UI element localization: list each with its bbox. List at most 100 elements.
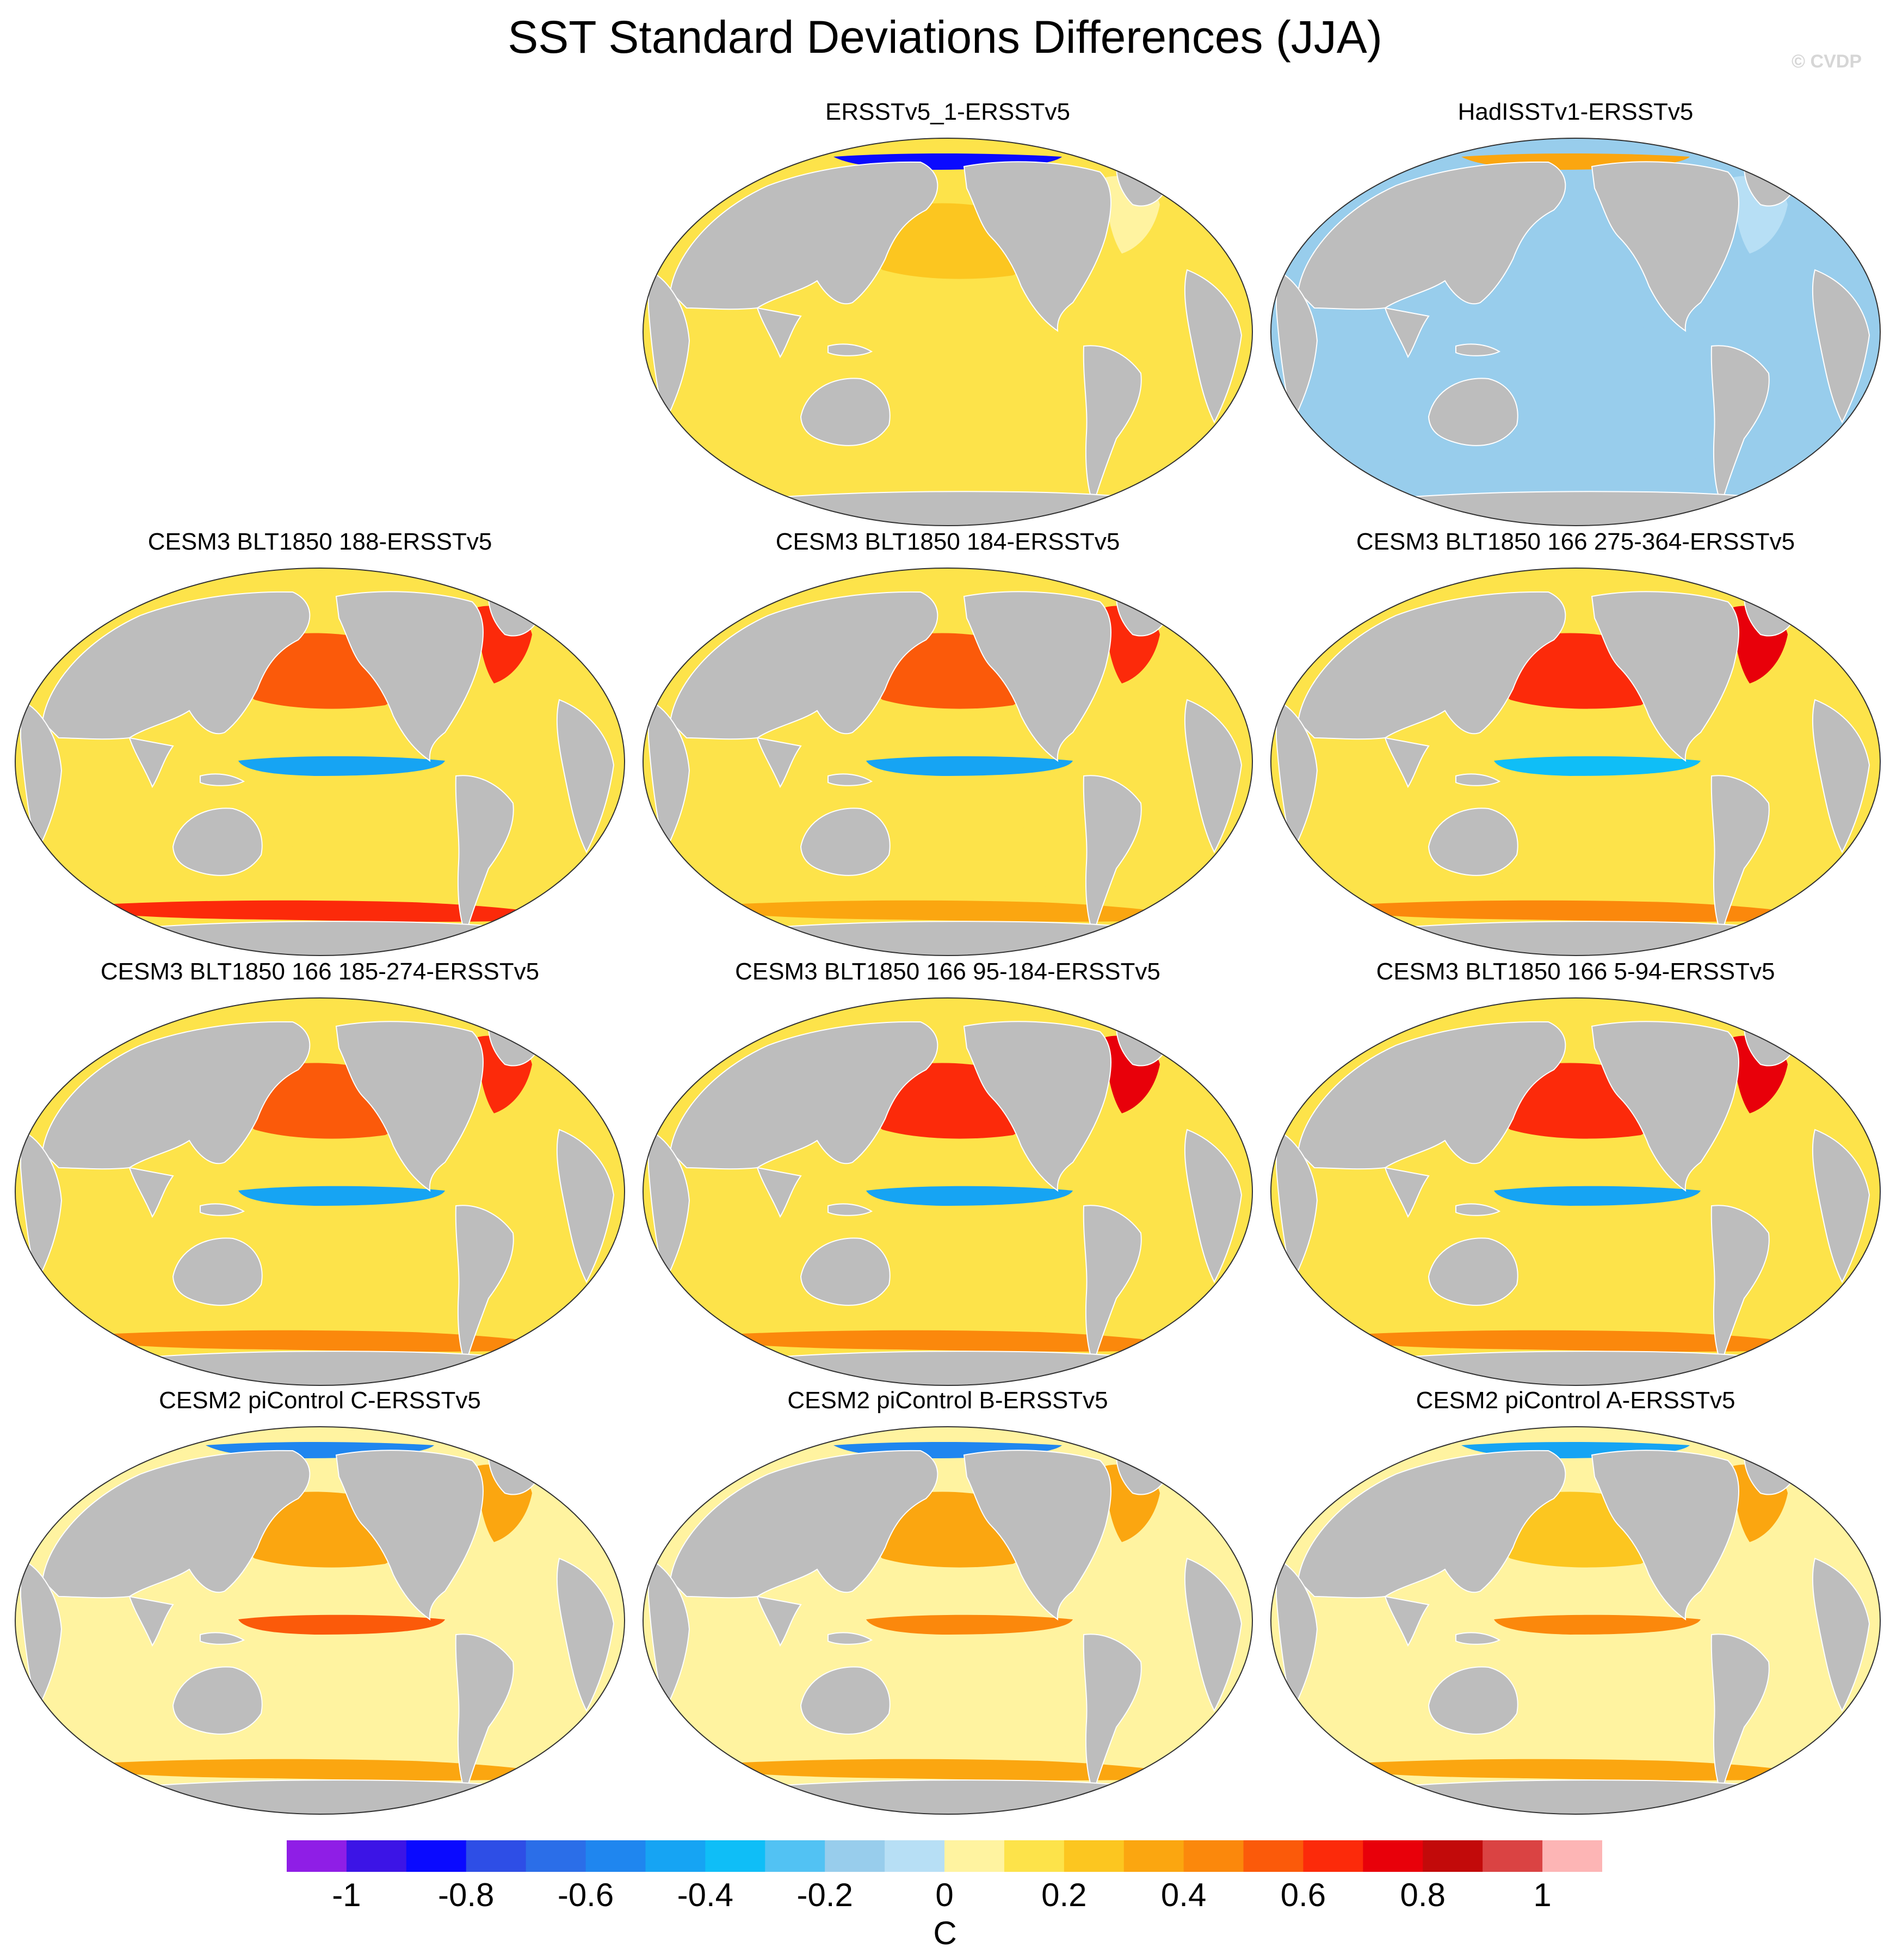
land-mask xyxy=(172,808,263,876)
map-panel: ERSSTv5_1-ERSSTv5 xyxy=(638,97,1258,538)
colorbar-swatch xyxy=(944,1840,1005,1872)
colorbar-tick-label: 1 xyxy=(1533,1877,1552,1913)
land-mask xyxy=(827,773,873,786)
panel-title: CESM3 BLT1850 166 95-184-ERSSTv5 xyxy=(735,958,1160,985)
anomaly-region-general xyxy=(510,1580,554,1655)
land-mask xyxy=(1455,1203,1501,1216)
panel-title: CESM2 piControl A-ERSSTv5 xyxy=(1416,1387,1735,1414)
land-mask xyxy=(335,1021,484,1192)
land-mask xyxy=(827,1203,873,1216)
anomaly-region-southern-ocean xyxy=(687,1330,1198,1352)
colorbar-swatch xyxy=(1064,1840,1125,1872)
land-mask xyxy=(963,1450,1111,1621)
land-mask xyxy=(1297,591,1566,740)
land-mask xyxy=(669,1021,938,1170)
land-mask xyxy=(41,591,311,740)
anomaly-region-tropical-pacific xyxy=(866,1614,1073,1635)
anomaly-region-general xyxy=(1138,722,1182,797)
land-mask xyxy=(648,1557,690,1712)
globe-outline xyxy=(1270,568,1881,956)
anomaly-region-tropical-pacific xyxy=(1494,1614,1701,1635)
panel-title: CESM3 BLT1850 166 275-364-ERSSTv5 xyxy=(1356,528,1795,555)
land-mask xyxy=(1297,1021,1566,1170)
land-mask xyxy=(1710,1205,1770,1365)
anomaly-region-general xyxy=(1765,292,1809,367)
map-svg xyxy=(643,1426,1253,1815)
land-mask xyxy=(1329,921,1822,956)
anomaly-region-southern-ocean xyxy=(687,1759,1198,1780)
land-mask xyxy=(648,1129,690,1284)
globe-outline xyxy=(1270,138,1881,526)
colorbar-tick-label: -0.4 xyxy=(677,1877,734,1913)
anomaly-region-general xyxy=(1138,1580,1182,1655)
land-mask xyxy=(1297,1450,1566,1599)
colorbar-swatch xyxy=(287,1840,347,1872)
anomaly-region-general xyxy=(1765,1580,1809,1655)
map-panel: CESM3 BLT1850 188-ERSSTv5 xyxy=(10,527,630,967)
land-mask xyxy=(172,1666,263,1735)
land-mask xyxy=(701,1779,1194,1814)
anomaly-region-general xyxy=(1765,722,1809,797)
anomaly-region-tropical-pacific xyxy=(238,1614,445,1635)
colorbar-tick-label: 0.4 xyxy=(1160,1877,1207,1913)
land-mask xyxy=(1384,307,1430,359)
land-mask xyxy=(1591,591,1739,762)
anomaly-region-general xyxy=(892,1234,1029,1280)
land-mask xyxy=(1710,345,1770,506)
land-mask xyxy=(756,307,802,359)
anomaly-region-tropical-pacific xyxy=(238,756,445,776)
anomaly-region-southern-ocean xyxy=(1314,470,1826,492)
map-panel: CESM3 BLT1850 166 275-364-ERSSTv5 xyxy=(1265,527,1886,967)
map-panel: CESM3 BLT1850 184-ERSSTv5 xyxy=(638,527,1258,967)
land-mask xyxy=(1083,1205,1142,1365)
colorbar-swatch xyxy=(705,1840,765,1872)
colorbar-swatch xyxy=(1363,1840,1423,1872)
land-mask xyxy=(701,491,1194,526)
land-mask xyxy=(73,1779,566,1814)
map-panel: HadISSTv1-ERSSTv5 xyxy=(1265,97,1886,538)
land-mask xyxy=(41,1450,311,1599)
land-mask xyxy=(556,1557,615,1712)
anomaly-region-tropical-pacific xyxy=(1494,326,1701,346)
map-svg xyxy=(15,1426,625,1815)
land-mask xyxy=(556,699,615,854)
land-mask xyxy=(200,1203,245,1216)
land-mask xyxy=(1384,1167,1430,1218)
land-mask xyxy=(1428,808,1518,876)
globe-outline xyxy=(1270,1426,1881,1815)
colorbar-swatch xyxy=(765,1840,825,1872)
land-mask xyxy=(1083,775,1142,935)
map-svg xyxy=(1270,138,1881,526)
land-mask xyxy=(1591,161,1739,332)
land-mask xyxy=(1428,1666,1518,1735)
anomaly-region-general xyxy=(1138,1151,1182,1226)
colorbar-unit-label: C xyxy=(933,1915,957,1951)
land-mask xyxy=(1812,1129,1870,1284)
colorbar-tick-label: 0.2 xyxy=(1041,1877,1087,1913)
colorbar-swatch xyxy=(526,1840,586,1872)
land-mask xyxy=(756,1167,802,1218)
panel-title: CESM2 piControl B-ERSSTv5 xyxy=(787,1387,1108,1414)
globe-outline xyxy=(643,1426,1253,1815)
land-mask xyxy=(128,1167,174,1218)
anomaly-region-tropical-pacific xyxy=(238,1186,445,1206)
anomaly-region-general xyxy=(1520,1662,1657,1709)
land-mask xyxy=(1184,1557,1243,1712)
anomaly-region-general xyxy=(510,1151,554,1226)
anomaly-region-southern-ocean xyxy=(1314,1759,1826,1780)
land-mask xyxy=(1428,378,1518,446)
anomaly-region-general xyxy=(892,1662,1029,1709)
land-mask xyxy=(1184,269,1243,424)
globe-outline xyxy=(15,1426,625,1815)
colorbar xyxy=(287,1840,1602,1872)
land-mask xyxy=(455,1634,514,1794)
globe-outline xyxy=(1270,997,1881,1386)
anomaly-region-southern-ocean xyxy=(1314,1330,1826,1352)
colorbar-swatch xyxy=(1183,1840,1244,1872)
anomaly-region-general xyxy=(264,1662,402,1709)
map-svg xyxy=(643,138,1253,526)
map-svg xyxy=(15,568,625,956)
map-svg xyxy=(1270,1426,1881,1815)
land-mask xyxy=(200,1632,245,1645)
land-mask xyxy=(963,1021,1111,1192)
